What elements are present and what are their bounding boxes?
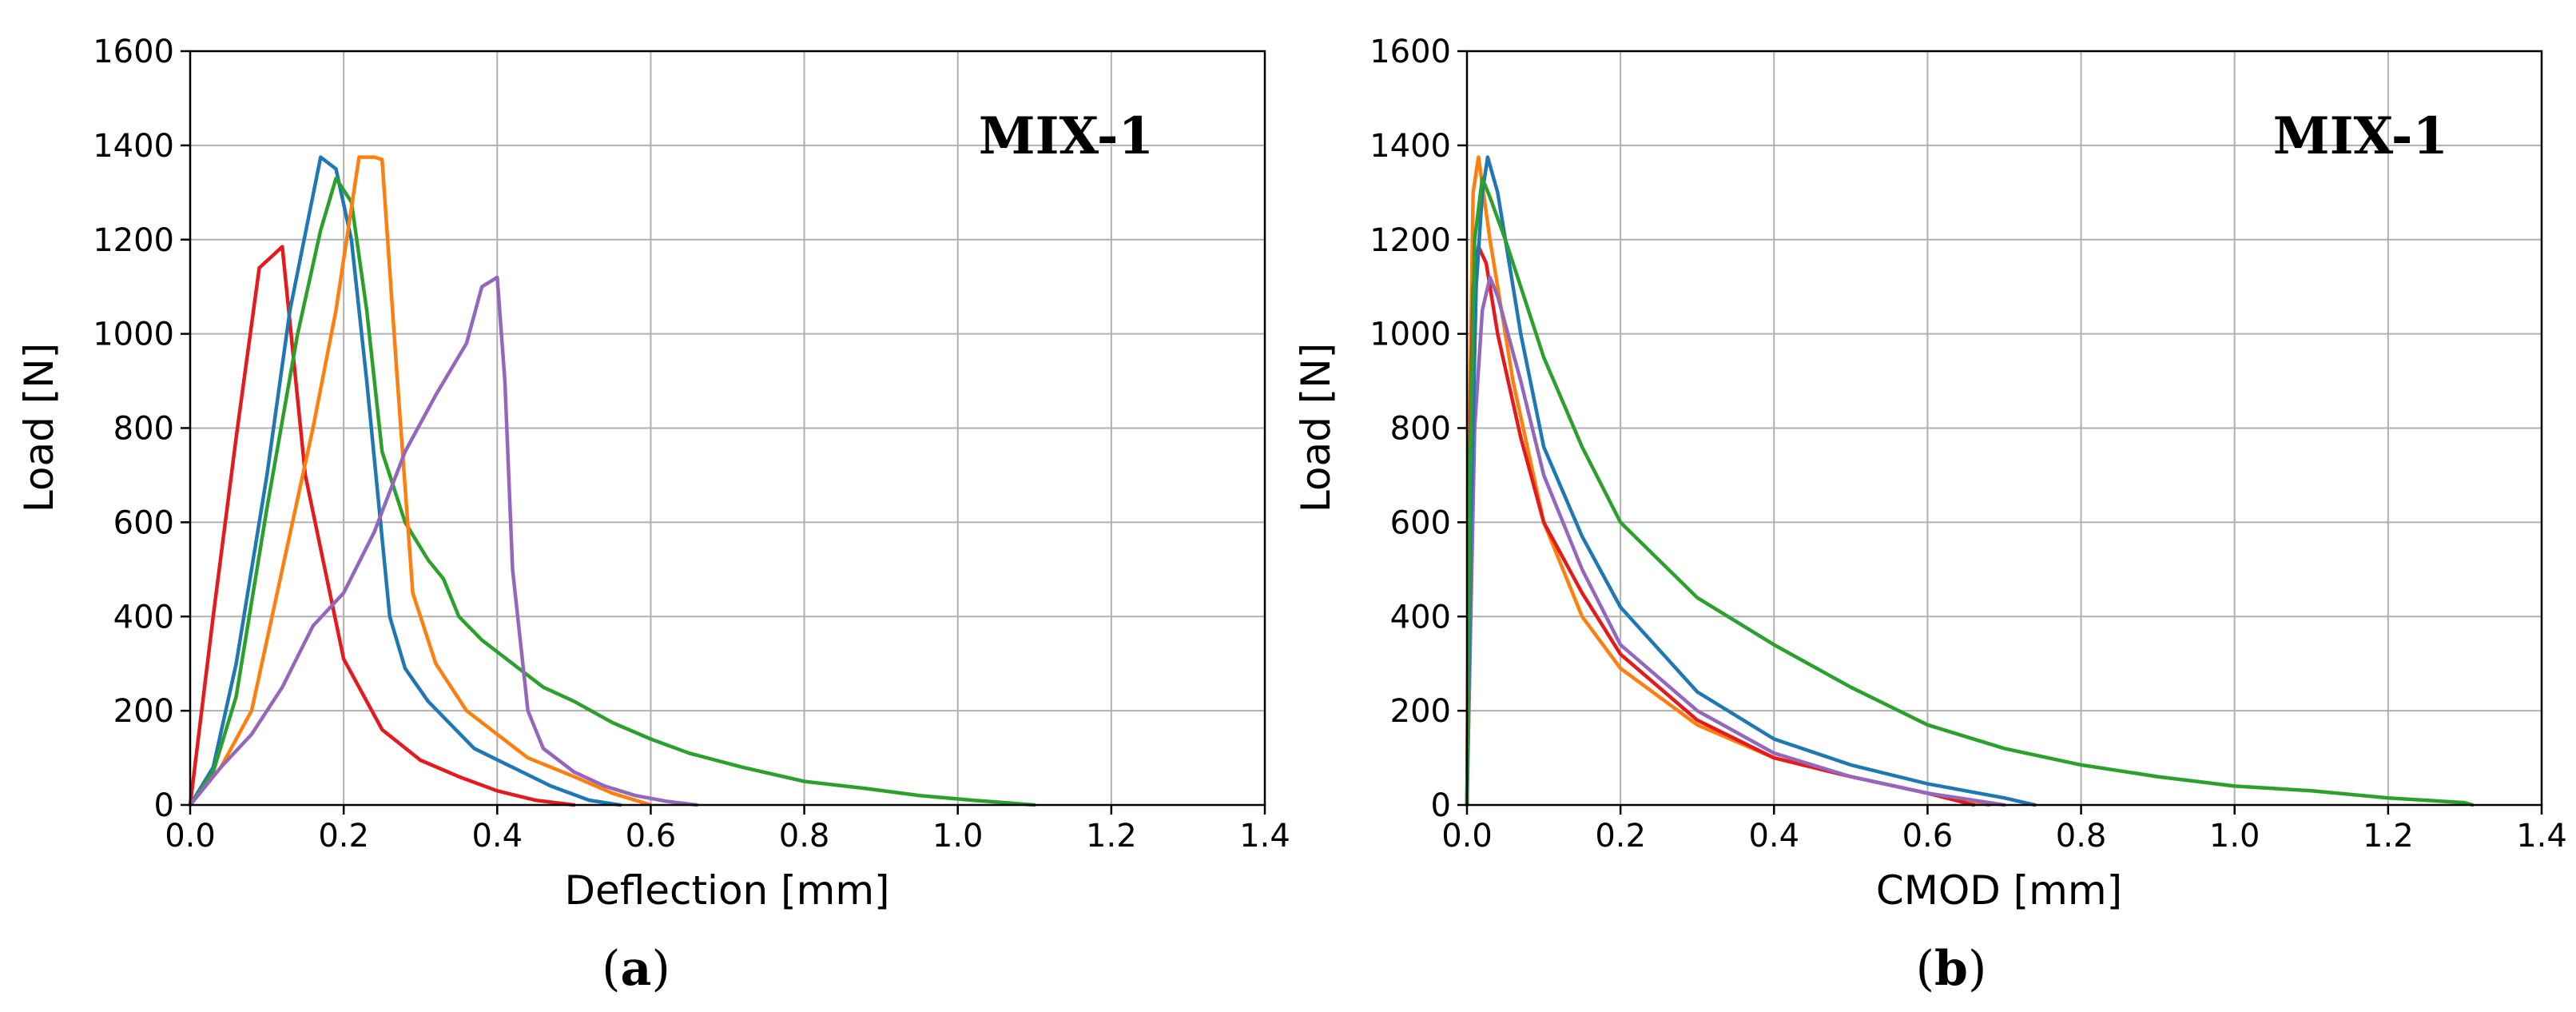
y-tick-label: 400	[1390, 599, 1451, 635]
x-tick-label: 0.4	[471, 818, 523, 855]
y-tick-label: 400	[113, 599, 174, 635]
y-tick-label: 1200	[93, 222, 174, 259]
panel-a-ticks: 0.0 0.2 0.4 0.6 0.8 1.0 1.2 1.4 0 200 400 600 800 100…	[93, 34, 1290, 855]
y-tick-label: 600	[113, 504, 174, 541]
x-tick-label: 0.6	[626, 818, 677, 855]
x-tick-label: 1.2	[2363, 818, 2414, 855]
y-tick-label: 0	[154, 787, 174, 824]
y-tick-label: 1600	[93, 34, 174, 70]
x-tick-label: 1.0	[2209, 818, 2260, 855]
x-tick-label: 0.8	[2056, 818, 2107, 855]
x-tick-label: 0.0	[1441, 818, 1493, 855]
y-tick-label: 600	[1390, 504, 1451, 541]
panel-b-caption-letter: b	[1934, 941, 1968, 997]
series-line-green	[1465, 176, 2475, 807]
panel-a-caption: (a)	[602, 941, 670, 997]
panel-b-caption: (b)	[1916, 941, 1987, 997]
x-tick-label: 0.0	[165, 818, 216, 855]
y-tick-label: 1000	[1369, 317, 1451, 353]
x-tick-label: 1.2	[1086, 818, 1137, 855]
panel-b-x-axis-label: CMOD [mm]	[1876, 867, 2122, 914]
series-line-orange	[188, 155, 653, 807]
panel-a-caption-letter: a	[621, 941, 652, 997]
series-line-blue	[1465, 155, 2037, 807]
x-tick-label: 0.2	[1595, 818, 1646, 855]
y-tick-label: 1400	[93, 128, 174, 165]
y-tick-label: 1000	[93, 317, 174, 353]
y-tick-label: 1200	[1369, 222, 1451, 259]
panel-a-chart: 0.0 0.2 0.4 0.6 0.8 1.0 1.2 1.4 0 200 400 600 800 100…	[16, 34, 1290, 997]
x-tick-label: 0.8	[779, 818, 830, 855]
y-tick-label: 1600	[1369, 34, 1451, 70]
y-tick-label: 200	[1390, 693, 1451, 730]
y-tick-label: 800	[1390, 411, 1451, 448]
panel-b-chart: 0.0 0.2 0.4 0.6 0.8 1.0 1.2 1.4 0 200 400 600 800 100…	[1293, 34, 2567, 997]
panel-b-y-axis-label: Load [N]	[1293, 343, 1339, 512]
panel-a-y-axis-label: Load [N]	[16, 343, 62, 512]
x-tick-label: 1.4	[2516, 818, 2567, 855]
y-tick-label: 0	[1431, 787, 1451, 824]
y-tick-label: 800	[113, 411, 174, 448]
x-tick-label: 0.6	[1902, 818, 1954, 855]
series-line-blue	[188, 155, 622, 807]
y-tick-label: 200	[113, 693, 174, 730]
x-tick-label: 0.4	[1748, 818, 1799, 855]
panel-b-ticks: 0.0 0.2 0.4 0.6 0.8 1.0 1.2 1.4 0 200 400 600 800 100…	[1369, 34, 2567, 855]
panel-a-annotation: MIX-1	[979, 106, 1154, 166]
y-tick-label: 1400	[1369, 128, 1451, 165]
panel-a-series	[188, 155, 1037, 807]
x-tick-label: 1.4	[1239, 818, 1290, 855]
series-line-purple	[1465, 275, 2006, 807]
x-tick-label: 0.2	[318, 818, 369, 855]
panel-b-series	[1465, 155, 2475, 807]
series-line-green	[188, 176, 1037, 807]
panel-a-x-axis-label: Deflection [mm]	[564, 867, 889, 914]
x-tick-label: 1.0	[932, 818, 984, 855]
series-line-red	[188, 245, 576, 807]
panel-b-annotation: MIX-1	[2273, 106, 2448, 166]
series-line-purple	[188, 275, 699, 807]
